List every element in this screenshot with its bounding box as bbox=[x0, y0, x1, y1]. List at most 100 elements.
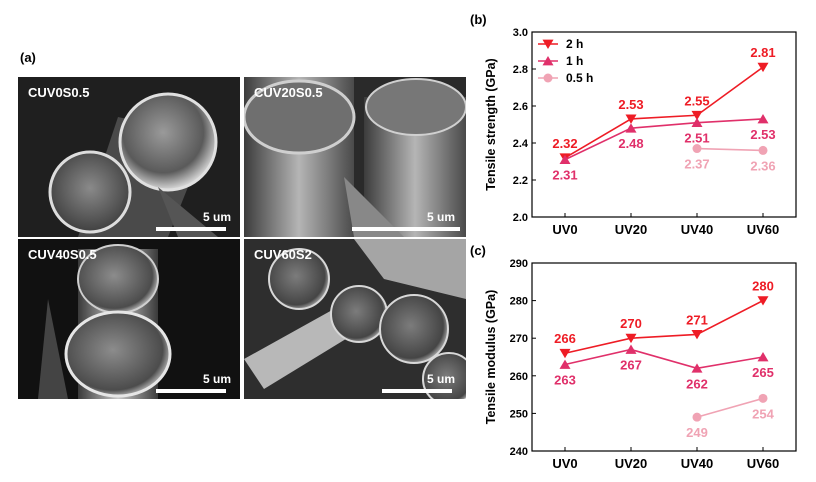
scale-bar bbox=[156, 227, 226, 231]
sem-fiber-picture bbox=[18, 239, 240, 399]
legend-marker bbox=[542, 56, 554, 66]
series-line-2h bbox=[564, 299, 764, 355]
x-tick-label: UV40 bbox=[681, 222, 714, 237]
data-label: 2.48 bbox=[618, 136, 643, 151]
data-label: 2.31 bbox=[552, 168, 577, 183]
sem-label: CUV20S0.5 bbox=[254, 85, 323, 100]
data-point bbox=[625, 123, 637, 133]
y-tick-label: 2.2 bbox=[513, 175, 528, 187]
sem-label: CUV60S2 bbox=[254, 247, 312, 262]
data-point bbox=[758, 145, 768, 155]
y-tick-label: 260 bbox=[510, 371, 528, 383]
scale-bar bbox=[352, 227, 460, 231]
data-label: 254 bbox=[752, 406, 774, 421]
data-point bbox=[691, 110, 703, 121]
panel-label-b: (b) bbox=[470, 12, 487, 27]
series-line-1h bbox=[564, 118, 764, 161]
y-tick-label: 2.4 bbox=[513, 138, 529, 150]
plot-frame bbox=[531, 31, 797, 218]
scale-bar bbox=[156, 389, 226, 393]
data-point bbox=[691, 363, 703, 373]
legend-label: 2 h bbox=[566, 37, 583, 51]
data-point bbox=[559, 348, 571, 359]
y-tick-label: 290 bbox=[510, 258, 528, 270]
data-point bbox=[559, 359, 571, 369]
y-axis-label: Tensile modulus (GPa) bbox=[484, 290, 498, 425]
sem-fiber-picture bbox=[18, 77, 240, 237]
legend-label: 1 h bbox=[566, 54, 583, 68]
panel-label-a: (a) bbox=[20, 50, 36, 65]
data-label: 2.36 bbox=[750, 158, 775, 173]
data-point bbox=[691, 117, 703, 128]
data-point bbox=[625, 344, 637, 354]
y-tick-label: 2.0 bbox=[513, 212, 528, 224]
y-tick-label: 2.8 bbox=[513, 64, 528, 76]
scale-text: 5 um bbox=[427, 372, 456, 386]
x-tick-label: UV20 bbox=[615, 222, 648, 237]
sem-fiber-picture bbox=[244, 239, 466, 399]
data-point bbox=[758, 393, 768, 403]
legend-label: 0.5 h bbox=[566, 71, 593, 85]
data-point bbox=[692, 412, 702, 422]
plot-frame bbox=[531, 262, 797, 452]
data-label: 2.53 bbox=[750, 127, 775, 142]
scale-text: 5 um bbox=[203, 372, 232, 386]
sem-image-cuv20s0.5: CUV20S0.5 5 um bbox=[244, 77, 466, 237]
sem-image-grid: CUV0S0.5 5 um CUV20S0.5 5 um bbox=[18, 77, 466, 399]
y-tick-label: 240 bbox=[510, 446, 528, 458]
scale-bar bbox=[382, 389, 452, 393]
x-tick-label: UV40 bbox=[681, 456, 714, 471]
y-tick-label: 270 bbox=[510, 333, 528, 345]
data-label: 2.55 bbox=[684, 93, 709, 108]
data-point bbox=[625, 114, 637, 124]
series-line-2h bbox=[564, 66, 764, 159]
x-tick-label: UV60 bbox=[747, 222, 780, 237]
series-line-0.5h bbox=[696, 147, 764, 152]
y-tick-label: 250 bbox=[510, 408, 528, 420]
series-line-0.5h bbox=[696, 397, 764, 418]
data-label: 2.32 bbox=[552, 136, 577, 151]
legend-marker bbox=[543, 73, 553, 83]
scale-text: 5 um bbox=[427, 210, 456, 224]
data-label: 2.37 bbox=[684, 157, 709, 172]
y-tick-label: 2.6 bbox=[513, 101, 528, 113]
data-point bbox=[625, 333, 637, 344]
data-label: 263 bbox=[554, 373, 576, 388]
data-point bbox=[757, 62, 769, 73]
data-label: 280 bbox=[752, 279, 774, 294]
data-point bbox=[691, 330, 703, 340]
y-tick-label: 3.0 bbox=[513, 27, 528, 39]
sem-fiber-picture bbox=[244, 77, 466, 237]
data-point bbox=[692, 144, 702, 154]
data-point bbox=[559, 154, 571, 165]
data-label: 266 bbox=[554, 331, 576, 346]
x-tick-label: UV60 bbox=[747, 456, 780, 471]
series-line-1h bbox=[564, 348, 764, 370]
data-label: 271 bbox=[686, 312, 708, 327]
data-label: 267 bbox=[620, 357, 642, 372]
sem-label: CUV0S0.5 bbox=[28, 85, 90, 100]
sem-image-cuv60s2: CUV60S2 5 um bbox=[244, 239, 466, 399]
data-label: 270 bbox=[620, 316, 642, 331]
data-label: 265 bbox=[752, 365, 774, 380]
data-label: 2.51 bbox=[684, 131, 709, 146]
x-tick-label: UV0 bbox=[552, 456, 577, 471]
data-label: 2.53 bbox=[618, 97, 643, 112]
sem-image-cuv0s0.5: CUV0S0.5 5 um bbox=[18, 77, 240, 237]
sem-label: CUV40S0.5 bbox=[28, 247, 97, 262]
data-label: 249 bbox=[686, 425, 708, 440]
y-axis-label: Tensile strength (GPa) bbox=[484, 58, 498, 190]
data-point bbox=[757, 352, 769, 362]
sem-image-cuv40s0.5: CUV40S0.5 5 um bbox=[18, 239, 240, 399]
data-point bbox=[757, 114, 769, 124]
legend-marker bbox=[542, 39, 554, 49]
panel-label-c: (c) bbox=[470, 243, 486, 258]
data-point bbox=[757, 296, 769, 306]
y-tick-label: 280 bbox=[510, 296, 528, 308]
x-tick-label: UV0 bbox=[552, 222, 577, 237]
x-tick-label: UV20 bbox=[615, 456, 648, 471]
data-label: 262 bbox=[686, 376, 708, 391]
data-label: 2.81 bbox=[750, 45, 775, 60]
scale-text: 5 um bbox=[203, 210, 232, 224]
